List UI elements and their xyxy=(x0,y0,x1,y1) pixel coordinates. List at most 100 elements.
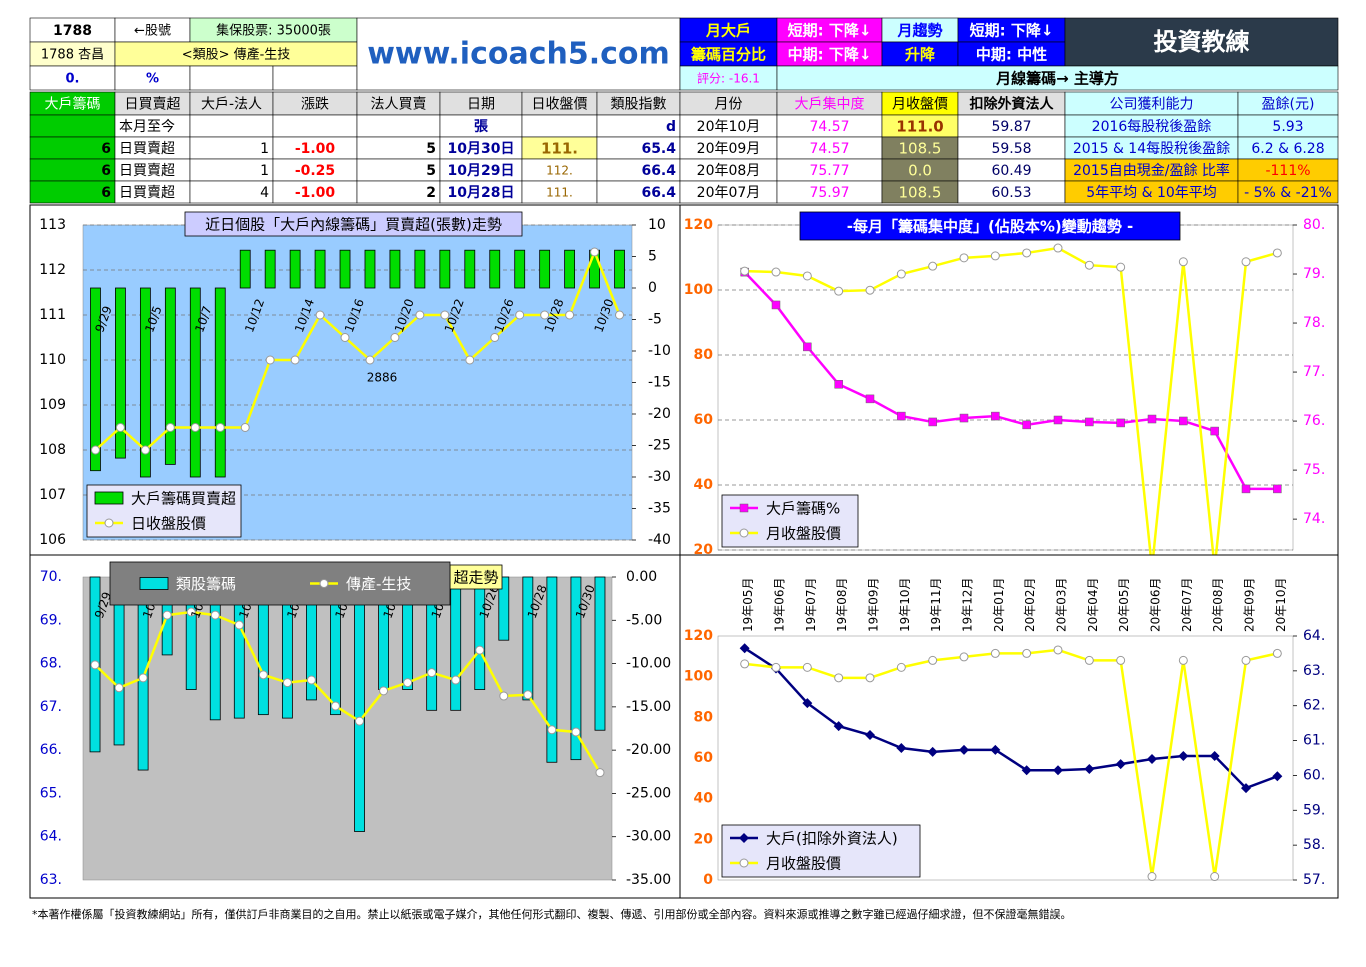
marker xyxy=(802,662,812,672)
marker xyxy=(1084,260,1094,270)
cell-text: 中期: 中性 xyxy=(976,46,1047,64)
cell-text: 2 xyxy=(426,185,436,201)
marker xyxy=(138,673,148,683)
marker xyxy=(865,285,875,295)
marker xyxy=(1241,655,1251,665)
cell-text: -0.25 xyxy=(295,163,335,179)
cell-text: 74.57 xyxy=(809,119,849,135)
marker xyxy=(834,286,844,296)
cell-text: 20年07月 xyxy=(697,185,761,201)
x-tick-label: 19年12月 xyxy=(961,577,975,632)
marker xyxy=(390,333,400,342)
marker xyxy=(1178,750,1189,761)
cell-text: 漲跌 xyxy=(301,97,329,113)
header-cell xyxy=(114,17,191,43)
marker xyxy=(440,310,450,320)
marker xyxy=(165,423,175,432)
marker xyxy=(739,858,749,868)
marker xyxy=(896,269,906,279)
marker xyxy=(1022,420,1031,430)
cell-text: 張 xyxy=(474,119,489,135)
marker xyxy=(282,678,292,688)
marker xyxy=(104,518,114,528)
cell-text: 日買賣超 xyxy=(119,141,175,157)
y2-tick-label: 57. xyxy=(1303,872,1325,888)
marker xyxy=(379,686,389,696)
marker xyxy=(928,417,937,427)
x-tick-label: 19年08月 xyxy=(835,577,849,632)
y-tick-label: 20 xyxy=(694,831,714,847)
annotation: 2886 xyxy=(367,371,398,385)
cell-text: 111.0 xyxy=(896,118,943,136)
bar xyxy=(539,249,551,289)
marker xyxy=(990,648,1000,658)
marker xyxy=(1272,248,1282,258)
marker xyxy=(740,266,750,276)
y-tick-label: 69. xyxy=(40,612,62,628)
marker xyxy=(834,380,843,389)
marker xyxy=(1241,257,1251,267)
marker xyxy=(490,333,500,342)
cell-text: www.icoach5.com xyxy=(367,37,670,72)
bar xyxy=(139,287,151,478)
table-cell xyxy=(356,114,441,138)
marker xyxy=(595,768,605,778)
marker xyxy=(896,743,907,754)
table-cell xyxy=(189,114,274,138)
y2-tick-label: -25.00 xyxy=(626,785,671,801)
cell-text: 2015自由現金/盈餘 比率 xyxy=(1073,162,1230,179)
y2-tick-label: -20 xyxy=(648,406,671,422)
cell-text: 盈餘(元) xyxy=(1262,96,1315,113)
cell-text: 5年平均 & 10年平均 xyxy=(1086,185,1217,201)
cell-text: 59.87 xyxy=(991,119,1031,135)
cell-text: 籌碼百分比 xyxy=(691,46,766,64)
x-tick-label: 20年07月 xyxy=(1180,577,1194,632)
y2-tick-label: -10.00 xyxy=(626,656,671,672)
cell-text: 10月30日 xyxy=(448,141,515,157)
cell-text: 類股指數 xyxy=(611,97,667,113)
cell-text: 5.93 xyxy=(1272,119,1303,135)
marker xyxy=(571,727,581,737)
marker xyxy=(865,730,875,741)
y-tick-label: 120 xyxy=(684,217,713,233)
y2-tick-label: 76. xyxy=(1303,413,1325,429)
marker xyxy=(739,503,749,513)
marker xyxy=(306,675,316,685)
cell-text: 6 xyxy=(101,185,111,201)
marker xyxy=(1116,655,1126,665)
cell-text: 111. xyxy=(541,140,578,158)
marker xyxy=(114,683,124,693)
marker xyxy=(1115,759,1126,770)
cell-text: 日買賣超 xyxy=(119,185,175,201)
cell-text: 大戶集中度 xyxy=(795,96,865,113)
marker xyxy=(771,662,781,672)
marker xyxy=(465,355,475,365)
marker xyxy=(740,659,750,669)
marker xyxy=(802,698,813,709)
cell-text: 108.5 xyxy=(899,184,942,202)
marker xyxy=(540,310,550,320)
title-box xyxy=(184,211,523,237)
marker xyxy=(1272,771,1283,782)
marker xyxy=(1053,243,1063,253)
legend-swatch xyxy=(139,577,169,590)
marker xyxy=(991,411,1000,421)
cell-text: 4 xyxy=(260,185,269,201)
cell-text: 6 xyxy=(101,141,111,157)
y2-tick-label: -5 xyxy=(648,312,662,328)
legend-box xyxy=(721,824,921,878)
y-tick-label: 106 xyxy=(39,532,66,548)
cell-text: 20年08月 xyxy=(697,163,761,179)
marker xyxy=(1084,655,1094,665)
x-tick-label: 20年04月 xyxy=(1086,577,1100,632)
cell-text: 評分: -16.1 xyxy=(697,71,760,86)
marker xyxy=(1021,765,1032,776)
x-tick-label: 20年03月 xyxy=(1055,577,1069,632)
y2-tick-label: 64. xyxy=(1303,628,1325,644)
cell-text: 5 xyxy=(426,141,436,157)
bar xyxy=(489,249,501,289)
bar xyxy=(498,576,510,641)
y2-tick-label: 62. xyxy=(1303,698,1325,714)
y-tick-label: 70. xyxy=(40,569,62,585)
bar xyxy=(474,576,486,690)
